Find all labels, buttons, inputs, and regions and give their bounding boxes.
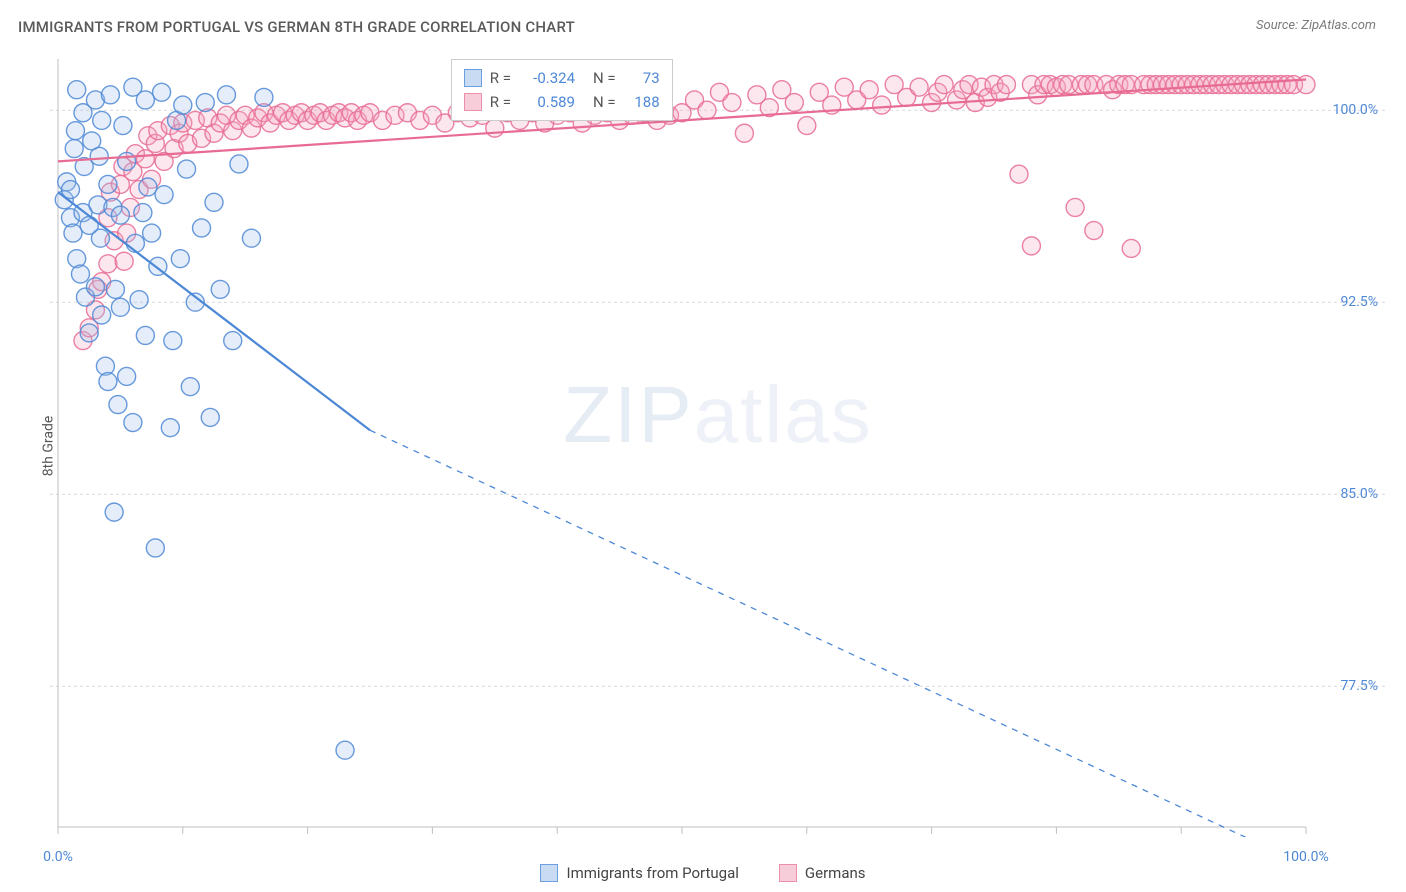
y-tick-label: 100.0% (1333, 102, 1378, 118)
legend-swatch (464, 93, 482, 111)
legend-swatch (464, 69, 482, 87)
legend-swatch (779, 864, 797, 882)
source-credit: Source: ZipAtlas.com (1256, 18, 1376, 33)
legend-item: Immigrants from Portugal (540, 864, 738, 882)
legend-swatch (540, 864, 558, 882)
legend-label: Immigrants from Portugal (566, 864, 738, 882)
legend-item: Germans (779, 864, 866, 882)
x-tick-label: 0.0% (43, 849, 73, 865)
legend-label: Germans (805, 864, 866, 882)
y-tick-label: 85.0% (1340, 486, 1378, 502)
scatter-plot (50, 55, 1386, 837)
y-tick-label: 77.5% (1340, 678, 1378, 694)
y-tick-label: 92.5% (1340, 294, 1378, 310)
stats-row: R = -0.324 N = 73 (464, 66, 660, 90)
chart-title: IMMIGRANTS FROM PORTUGAL VS GERMAN 8TH G… (18, 18, 575, 36)
chart-area: 8th Grade ZIPatlas 77.5%85.0%92.5%100.0%… (50, 55, 1386, 837)
stats-row: R = 0.589 N = 188 (464, 90, 660, 114)
chart-legend: Immigrants from Portugal Germans (0, 864, 1406, 882)
correlation-stats-box: R = -0.324 N = 73 R = 0.589 N = 188 (451, 59, 673, 121)
x-tick-label: 100.0% (1283, 849, 1328, 865)
